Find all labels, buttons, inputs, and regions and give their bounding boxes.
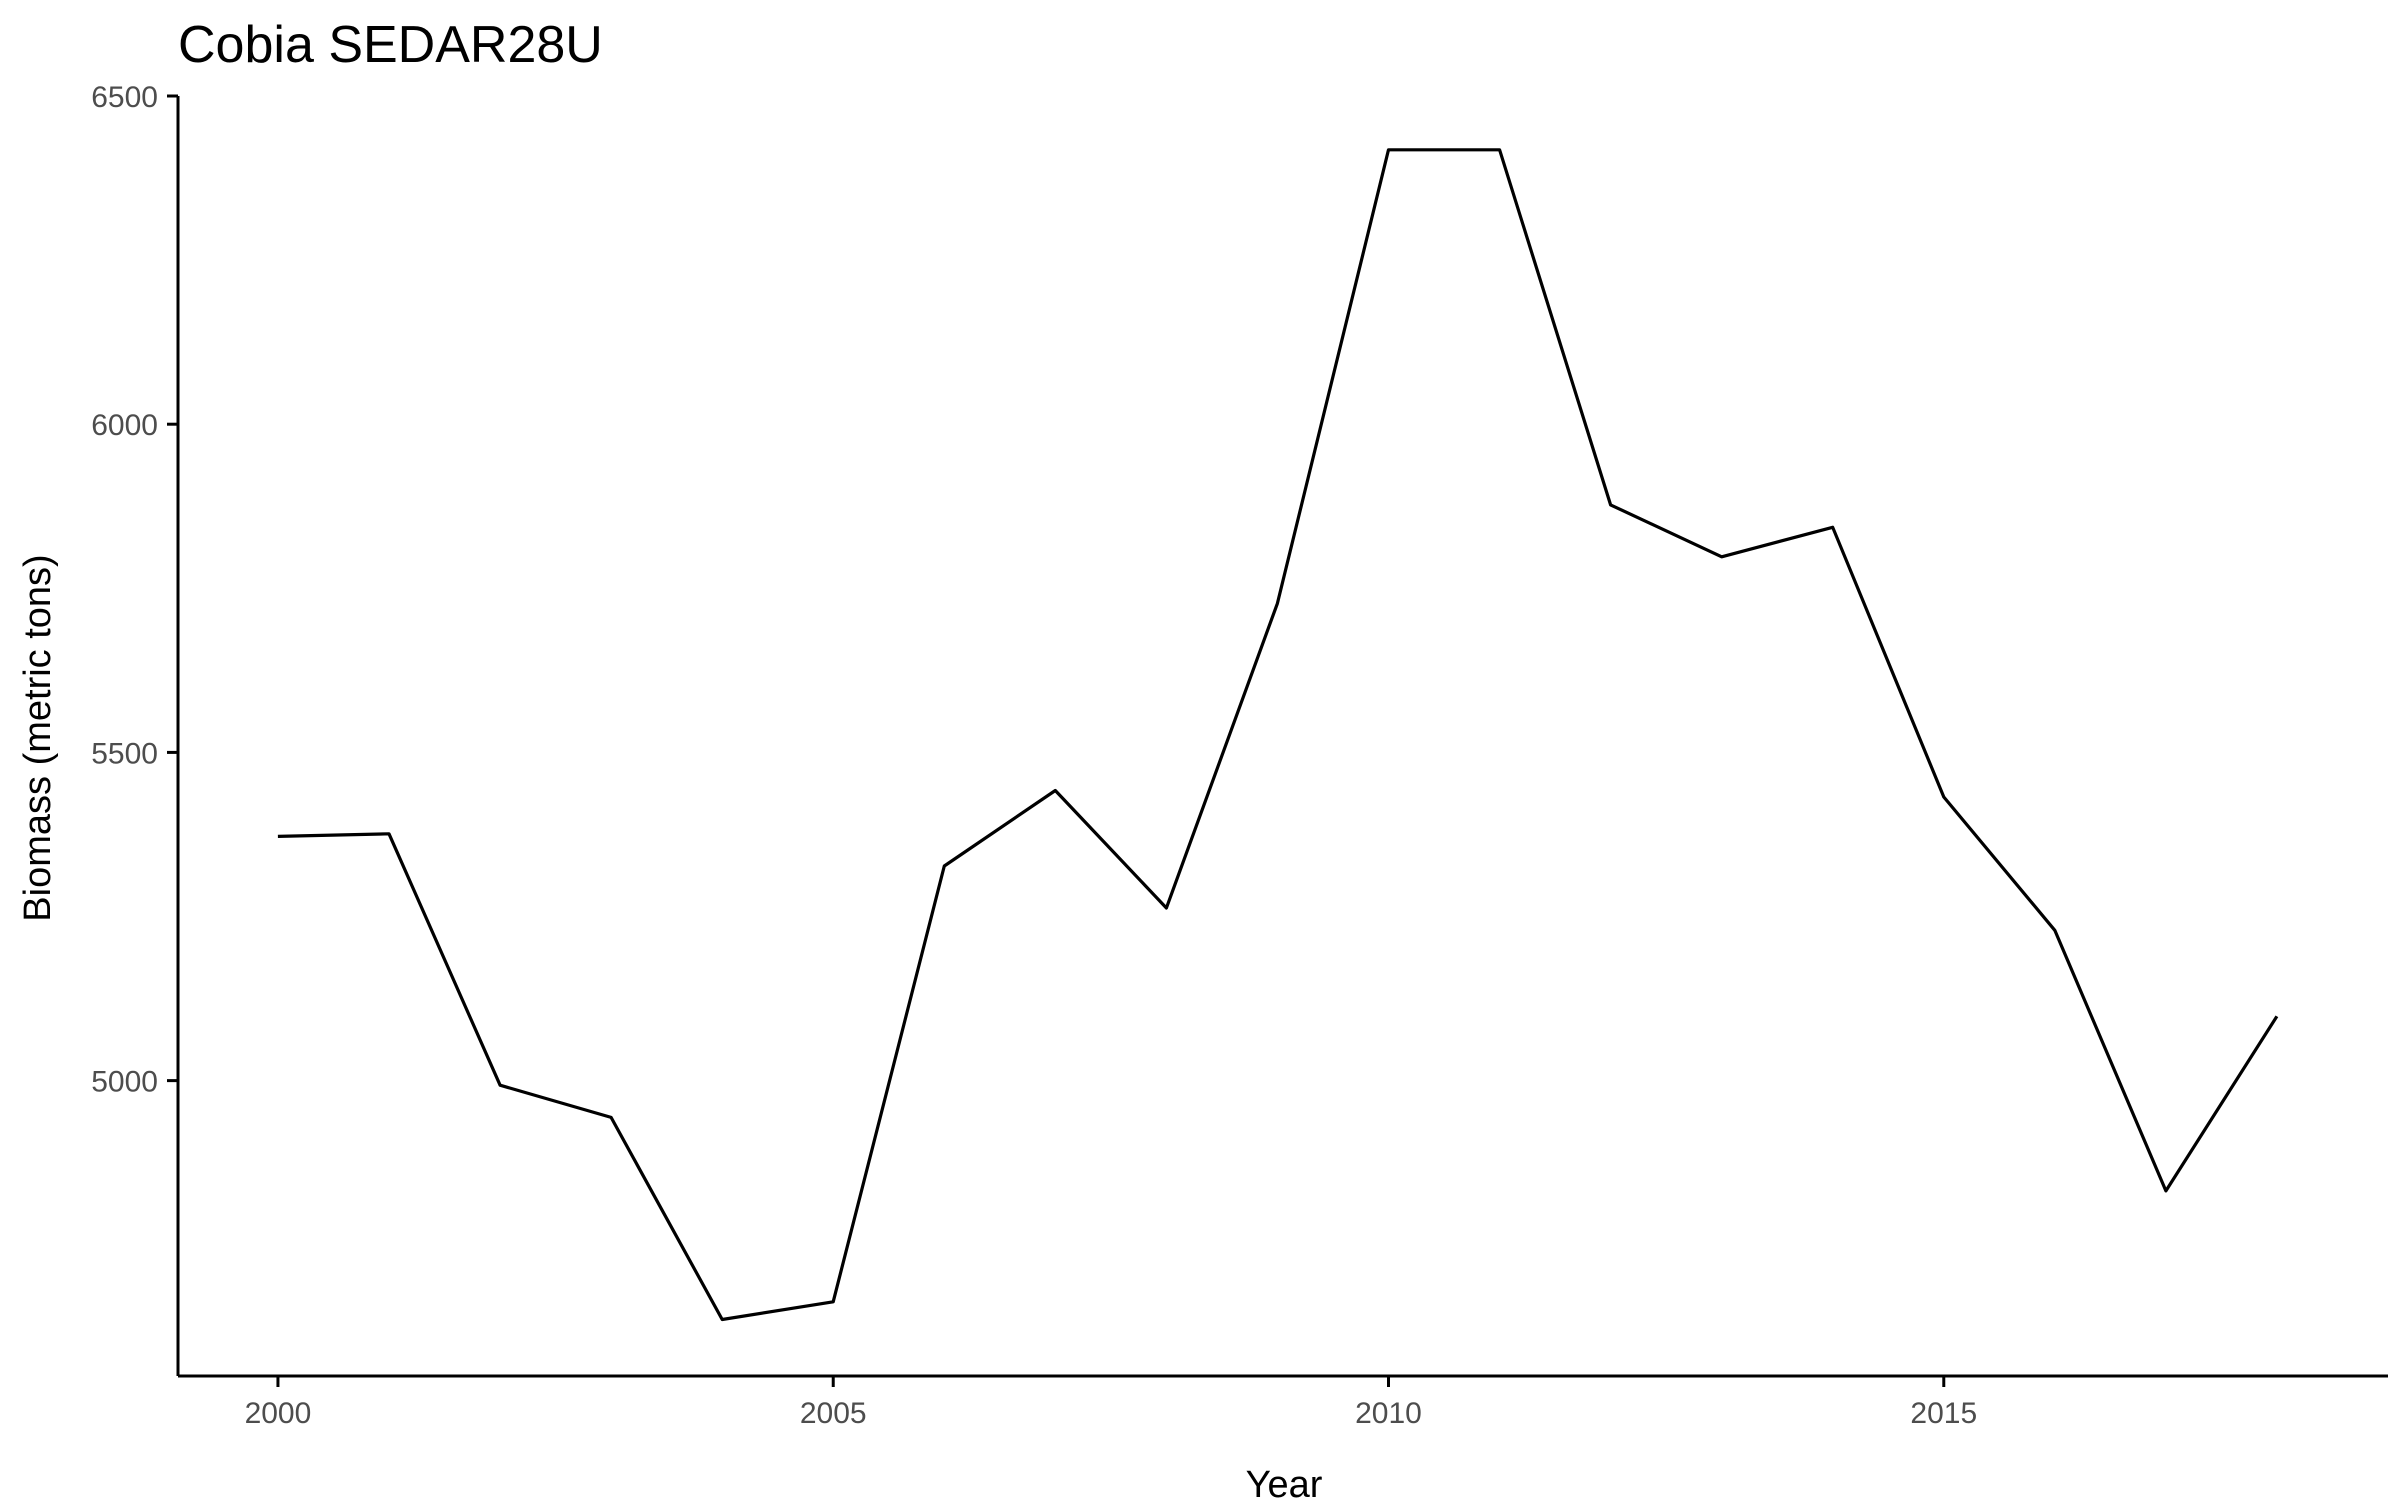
series-line	[277, 148, 2279, 1322]
x-axis: 2000 2005 2010 2015	[178, 1374, 2388, 1430]
y-axis-title: Biomass (metric tons)	[17, 554, 59, 921]
y-axis: 5000 5500 6000 6500	[91, 81, 180, 1376]
x-tick-label: 2000	[245, 1397, 312, 1430]
y-tick-label: 6000	[91, 409, 158, 442]
y-tick-label: 5500	[91, 737, 158, 770]
x-tick-label: 2005	[800, 1397, 867, 1430]
x-axis-title: Year	[1246, 1464, 1323, 1500]
y-tick-label: 5000	[91, 1066, 158, 1099]
x-tick-label: 2010	[1355, 1397, 1422, 1430]
plot-area	[277, 148, 2279, 1322]
chart-title: Cobia SEDAR28U	[178, 16, 603, 74]
y-tick-label: 6500	[91, 81, 158, 114]
x-tick-label: 2015	[1910, 1397, 1977, 1430]
